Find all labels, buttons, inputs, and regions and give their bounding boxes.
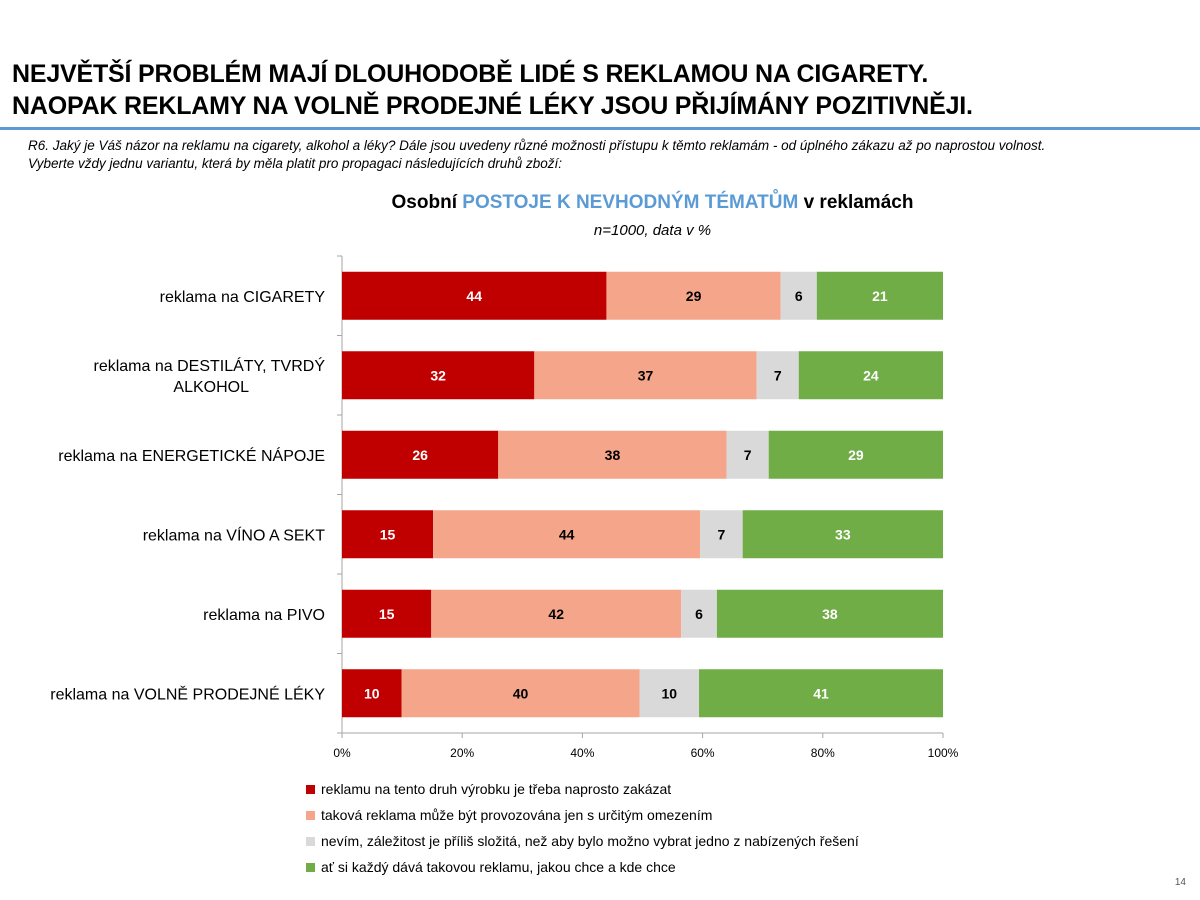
data-label: 7: [744, 447, 752, 463]
data-label: 7: [774, 367, 782, 383]
data-label: 7: [718, 526, 726, 542]
bar-segment: [639, 669, 700, 718]
data-label: 42: [548, 606, 564, 622]
question-text: R6. Jaký je Váš názor na reklamu na ciga…: [28, 137, 1188, 173]
category-label: reklama na CIGARETY: [160, 289, 326, 306]
legend-item: reklamu na tento druh výrobku je třeba n…: [306, 776, 1006, 802]
bar-segment: [342, 271, 607, 320]
chart-title-highlight: POSTOJE K NEVHODNÝM TÉMATŮM: [462, 192, 799, 213]
bar-segment: [433, 510, 701, 559]
stacked-bar-chart: 0% 20% 40% 60% 80% 100% 44 29 6 21 reklama na CIGA…: [50, 255, 959, 760]
legend-swatch: [306, 836, 315, 846]
bar-segment: [342, 589, 432, 638]
data-label: 24: [863, 367, 879, 383]
chart-title-suffix: v reklamách: [798, 192, 914, 213]
data-label: 15: [380, 526, 396, 542]
category-label: reklama na PIVO: [203, 607, 325, 624]
bar-segment: [780, 271, 817, 320]
bar-segment: [342, 669, 402, 718]
chart-subtitle: n=1000, data v %: [593, 222, 712, 239]
bar-segment: [342, 510, 434, 559]
headline-line-1: NEJVĚTŠÍ PROBLÉM MAJÍ DLOUHODOBĚ LIDÉ S …: [12, 60, 929, 88]
bar-segment: [681, 589, 717, 638]
data-label: 6: [795, 288, 803, 304]
x-tick-label: 60%: [691, 746, 715, 760]
data-label: 29: [686, 288, 702, 304]
legend-label: reklamu na tento druh výrobku je třeba n…: [321, 781, 672, 797]
x-tick-label: 20%: [450, 746, 474, 760]
category-label: reklama na VÍNO A SEKT: [143, 525, 326, 544]
data-label: 40: [513, 685, 529, 701]
legend-item: ať si každý dává takovou reklamu, jakou …: [306, 854, 1006, 880]
title-divider: [0, 127, 1200, 130]
data-label: 38: [822, 606, 838, 622]
bar-segment: [431, 589, 682, 638]
data-label: 29: [848, 447, 864, 463]
bar-segment: [534, 351, 757, 400]
data-label: 15: [379, 606, 395, 622]
category-label: reklama na VOLNĚ PRODEJNÉ LÉKY: [50, 684, 325, 703]
slide-headline: NEJVĚTŠÍ PROBLÉM MAJÍ DLOUHODOBĚ LIDÉ S …: [12, 58, 1192, 122]
category-label: reklama na ENERGETICKÉ NÁPOJE: [58, 446, 325, 465]
bar-segment: [716, 589, 943, 638]
bar-segment: [816, 271, 943, 320]
bar-segment: [342, 430, 499, 479]
data-label: 10: [364, 685, 380, 701]
x-tick-label: 0%: [333, 746, 351, 760]
category-label: reklama na DESTILÁTY, TVRDÝ: [94, 356, 326, 375]
data-label: 6: [695, 606, 703, 622]
data-label: 26: [412, 447, 428, 463]
legend-label: taková reklama může být provozována jen …: [321, 807, 713, 823]
x-tick-label: 80%: [811, 746, 835, 760]
data-label: 37: [638, 367, 654, 383]
data-label: 33: [835, 526, 851, 542]
headline-line-2: NAOPAK REKLAMY NA VOLNĚ PRODEJNÉ LÉKY JS…: [12, 92, 973, 120]
category-label: ALKOHOL: [173, 379, 249, 396]
data-label: 44: [559, 526, 575, 542]
data-label: 41: [813, 685, 829, 701]
bar-segment: [768, 430, 943, 479]
legend-item: taková reklama může být provozována jen …: [306, 802, 1006, 828]
bar-segment: [742, 510, 943, 559]
data-label: 21: [872, 288, 888, 304]
x-tick-label: 40%: [570, 746, 594, 760]
chart-title: Osobní POSTOJE K NEVHODNÝM TÉMATŮM v rek…: [300, 192, 1005, 214]
bar-segment: [401, 669, 640, 718]
legend-swatch: [306, 784, 315, 794]
question-line-2: Vyberte vždy jednu variantu, která by mě…: [28, 156, 563, 171]
data-label: 32: [430, 367, 446, 383]
bar-segment: [699, 669, 943, 718]
bar-segment: [498, 430, 727, 479]
bar-segment: [700, 510, 743, 559]
chart-legend: reklamu na tento druh výrobku je třeba n…: [306, 776, 1006, 880]
bar-segment: [798, 351, 943, 400]
question-line-1: R6. Jaký je Váš názor na reklamu na ciga…: [28, 138, 1046, 153]
bar-segment: [756, 351, 799, 400]
x-tick-label: 100%: [928, 746, 959, 760]
bar-segment: [726, 430, 769, 479]
legend-swatch: [306, 810, 315, 820]
bar-segment: [606, 271, 781, 320]
legend-swatch: [306, 862, 315, 872]
data-label: 38: [605, 447, 621, 463]
bar-segment: [342, 351, 535, 400]
data-label: 44: [466, 288, 482, 304]
data-label: 10: [661, 685, 677, 701]
legend-label: nevím, záležitost je příliš složitá, než…: [321, 833, 859, 849]
chart-title-prefix: Osobní: [391, 192, 463, 213]
page-number: 14: [1174, 877, 1186, 888]
legend-item: nevím, záležitost je příliš složitá, než…: [306, 828, 1006, 854]
legend-label: ať si každý dává takovou reklamu, jakou …: [321, 859, 676, 875]
